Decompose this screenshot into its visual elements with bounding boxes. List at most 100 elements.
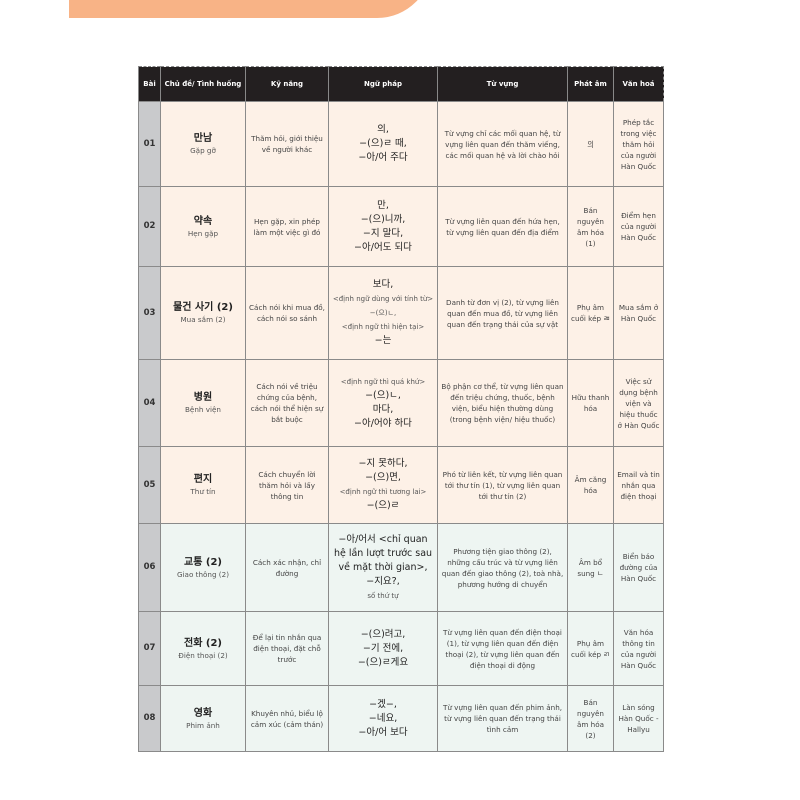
culture-cell: Biển báo đường của Hàn Quốc	[613, 523, 664, 612]
topic-vietnamese: Mua sắm (2)	[180, 315, 226, 324]
grammar-item: −(으)ㄹ게요	[357, 656, 409, 668]
vocabulary-cell: Từ vựng liên quan đến phim ảnh, từ vựng …	[437, 685, 568, 752]
topic-vietnamese: Thư tín	[190, 487, 216, 496]
grammar-item: −아/어야 하다	[354, 418, 412, 429]
topic-cell: 영화 Phim ảnh	[160, 685, 246, 752]
grammar-item: <định ngữ thì tương lai>	[339, 488, 427, 496]
topic-korean: 물건 사기 (2)	[173, 302, 233, 313]
skill-cell: Cách nói khi mua đồ, cách nói so sánh	[245, 266, 329, 360]
lesson-number: 05	[138, 446, 161, 524]
table-row: 03 물건 사기 (2) Mua sắm (2) Cách nói khi mua…	[138, 266, 664, 360]
table-row: 04 병원 Bệnh viện Cách nói về triệu chứng c…	[138, 359, 664, 447]
skill-cell: Cách chuyển lời thăm hỏi và lấy thông ti…	[245, 446, 329, 524]
topic-cell: 편지 Thư tín	[160, 446, 246, 524]
grammar-cell: 만, −(으)니까, −지 말다, −아/어도 되다	[328, 186, 438, 267]
table-row: 07 전화 (2) Điện thoại (2) Để lại tin nhắn …	[138, 611, 664, 686]
lesson-number: 02	[138, 186, 161, 267]
pronunciation-cell: Hữu thanh hóa	[567, 359, 614, 447]
vocabulary-cell: Từ vựng liên quan đến hứa hẹn, từ vựng l…	[437, 186, 568, 267]
pronunciation-cell: Âm bổ sung ㄴ	[567, 523, 614, 612]
pronunciation-cell: 의	[567, 101, 614, 187]
topic-cell: 약속 Hẹn gặp	[160, 186, 246, 267]
culture-cell: Phép tắc trong việc thăm hỏi của người H…	[613, 101, 664, 187]
grammar-item: <định ngữ thì quá khứ>	[340, 378, 426, 386]
topic-vietnamese: Phim ảnh	[186, 720, 220, 730]
grammar-item: 마다,	[372, 404, 394, 415]
topic-korean: 만남	[193, 133, 213, 144]
grammar-item: −아/어 주다	[358, 152, 408, 163]
grammar-cell: <định ngữ thì quá khứ> −(으)ㄴ, 마다, −아/어야 하다	[328, 359, 438, 447]
culture-cell: Điểm hẹn của người Hàn Quốc	[613, 186, 664, 267]
grammar-item: 의,	[377, 124, 389, 135]
lesson-number: 03	[138, 266, 161, 360]
topic-vietnamese: Điện thoại (2)	[178, 650, 228, 660]
pronunciation-cell: Bán nguyên âm hóa (2)	[567, 685, 614, 752]
table-row: 05 편지 Thư tín Cách chuyển lời thăm hỏi và…	[138, 446, 664, 524]
grammar-item: −네요,	[368, 712, 398, 724]
grammar-item: <định ngữ dùng với tính từ> −(으)ㄴ,	[332, 295, 434, 317]
vocabulary-cell: Từ vựng liên quan đến điện thoại (1), từ…	[437, 611, 568, 686]
topic-korean: 편지	[193, 474, 213, 485]
culture-cell: Việc sử dụng bệnh viện và hiệu thuốc ở H…	[613, 359, 664, 447]
grammar-cell: −아/어서 <chỉ quan hệ lần lượt trước sau về…	[328, 523, 438, 612]
pronunciation-cell: Âm căng hóa	[567, 446, 614, 524]
topic-vietnamese: Giao thông (2)	[176, 569, 229, 579]
skill-cell: Cách nói về triệu chứng của bệnh, cách n…	[245, 359, 329, 447]
vocabulary-cell: Danh từ đơn vị (2), từ vựng liên quan đế…	[437, 266, 568, 360]
header-grammar: Ngữ pháp	[328, 66, 438, 102]
grammar-item: −(으)려고,	[360, 628, 406, 640]
grammar-item: −(으)ㄹ	[366, 500, 400, 511]
grammar-item: 보다,	[372, 279, 394, 290]
table-row: 06 교통 (2) Giao thông (2) Cách xác nhận, c…	[138, 523, 664, 612]
grammar-item: số thứ tự	[367, 591, 399, 600]
grammar-item: −기 전에,	[362, 642, 404, 654]
culture-cell: Làn sóng Hàn Quốc - Hallyu	[613, 685, 664, 752]
topic-korean: 교통 (2)	[184, 556, 222, 568]
header-vocabulary: Từ vựng	[437, 66, 568, 102]
culture-cell: Văn hóa thông tin của người Hàn Quốc	[613, 611, 664, 686]
lesson-number: 01	[138, 101, 161, 187]
topic-cell: 물건 사기 (2) Mua sắm (2)	[160, 266, 246, 360]
topic-korean: 약속	[193, 215, 213, 227]
header-lesson: Bài	[138, 66, 161, 102]
header-pronunciation: Phát âm	[567, 66, 614, 102]
topic-korean: 영화	[193, 707, 213, 719]
grammar-item: −아/어 보다	[358, 726, 408, 738]
grammar-item: −(으)니까,	[360, 213, 406, 225]
skill-cell: Khuyên nhủ, biểu lộ cảm xúc (cảm thán)	[245, 685, 329, 752]
grammar-item: −지요?,	[366, 575, 400, 587]
vocabulary-cell: Bộ phận cơ thể, từ vựng liên quan đến tr…	[437, 359, 568, 447]
curriculum-table: Bài Chủ đề/ Tình huống Kỹ năng Ngữ pháp Từ v…	[138, 66, 664, 752]
vocabulary-cell: Từ vựng chỉ các mối quan hệ, từ vựng liê…	[437, 101, 568, 187]
grammar-cell: 의, −(으)ㄹ 때, −아/어 주다	[328, 101, 438, 187]
lesson-number: 06	[138, 523, 161, 612]
topic-korean: 병원	[193, 392, 213, 403]
grammar-cell: −(으)려고, −기 전에, −(으)ㄹ게요	[328, 611, 438, 686]
decorative-banner	[69, 0, 432, 18]
table-row: 01 만남 Gặp gỡ Thăm hỏi, giới thiệu về ngườ…	[138, 101, 664, 187]
lesson-number: 08	[138, 685, 161, 752]
table-row: 08 영화 Phim ảnh Khuyên nhủ, biểu lộ cảm xú…	[138, 685, 664, 752]
grammar-cell: −겠−, −네요, −아/어 보다	[328, 685, 438, 752]
grammar-item: −(으)면,	[365, 472, 401, 483]
skill-cell: Thăm hỏi, giới thiệu về người khác	[245, 101, 329, 187]
grammar-item: −는	[374, 335, 392, 346]
skill-cell: Để lại tin nhắn qua điện thoại, đặt chỗ …	[245, 611, 329, 686]
topic-cell: 전화 (2) Điện thoại (2)	[160, 611, 246, 686]
grammar-item: −(으)ㄴ,	[365, 390, 401, 401]
topic-cell: 만남 Gặp gỡ	[160, 101, 246, 187]
grammar-item: −(으)ㄹ 때,	[359, 138, 407, 149]
grammar-item: −지 못하다,	[358, 458, 408, 469]
topic-cell: 교통 (2) Giao thông (2)	[160, 523, 246, 612]
topic-vietnamese: Bệnh viện	[185, 405, 221, 414]
vocabulary-cell: Phương tiện giao thông (2), những cấu tr…	[437, 523, 568, 612]
skill-cell: Cách xác nhận, chỉ đường	[245, 523, 329, 612]
lesson-number: 07	[138, 611, 161, 686]
topic-vietnamese: Hẹn gặp	[187, 228, 219, 238]
topic-korean: 전화 (2)	[184, 637, 222, 649]
header-topic: Chủ đề/ Tình huống	[160, 66, 246, 102]
culture-cell: Mua sắm ở Hàn Quốc	[613, 266, 664, 360]
grammar-item: −지 말다,	[362, 227, 404, 239]
grammar-item: −아/어서 <chỉ quan hệ lần lượt trước sau về…	[333, 533, 433, 573]
culture-cell: Email và tin nhắn qua điện thoại	[613, 446, 664, 524]
